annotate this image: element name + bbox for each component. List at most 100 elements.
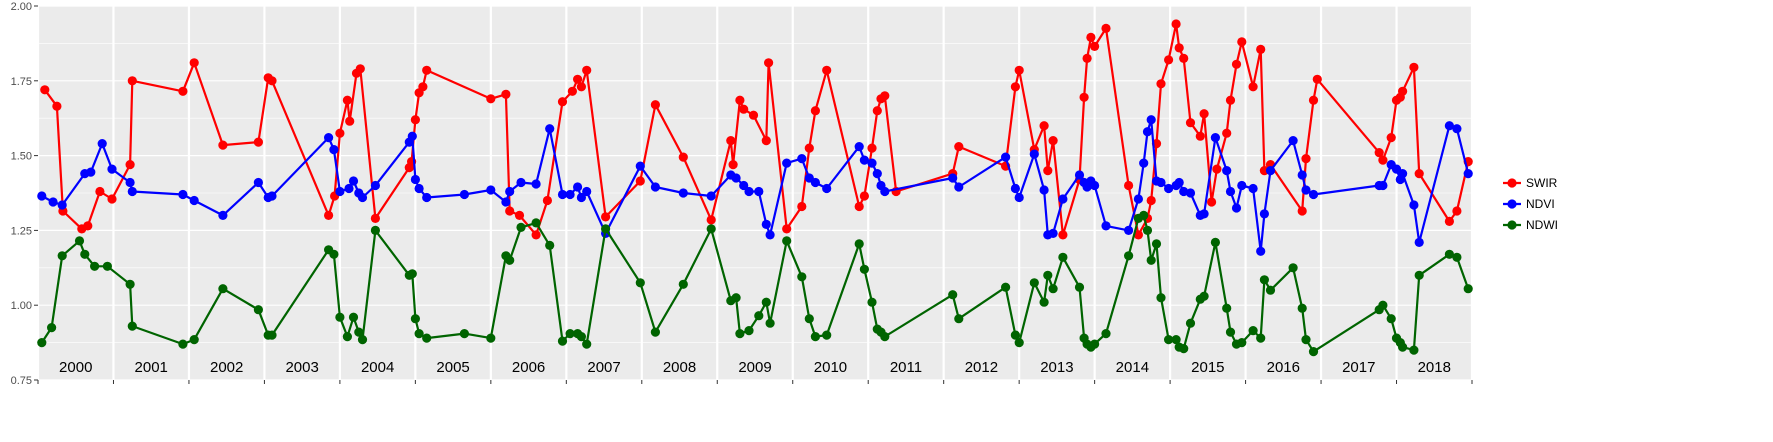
data-point-swir [678,152,688,162]
data-point-swir [422,65,432,75]
data-point-ndvi [565,189,575,200]
data-point-swir [370,213,380,223]
data-point-swir [125,160,135,170]
data-point-swir [576,82,587,92]
data-point-swir [1179,53,1189,64]
data-point-ndvi [1029,149,1039,159]
data-point-ndvi [1142,127,1153,137]
data-point-ndwi [1248,326,1258,336]
data-point-ndwi [1058,252,1068,262]
year-label: 2008 [663,359,696,376]
data-point-ndvi [754,186,764,197]
data-point-ndvi [125,177,135,188]
data-point-ndwi [706,224,716,234]
data-point-ndwi [731,293,741,303]
data-point-ndvi [954,182,964,192]
data-point-ndwi [1142,225,1153,235]
data-point-ndvi [178,189,188,200]
legend-dot [1507,199,1517,209]
data-point-ndvi [48,197,58,207]
data-point-swir [514,210,525,220]
data-point-ndvi [459,189,469,200]
series-ndwi [37,210,1473,357]
data-point-swir [1124,180,1134,191]
data-point-swir [822,65,832,75]
year-label: 2017 [1342,359,1375,376]
data-point-swir [761,136,771,146]
data-point-swir [1199,109,1209,119]
data-point-ndvi [324,133,334,143]
data-point-swir [531,230,541,240]
data-point-ndvi [1256,246,1266,256]
data-point-ndvi [1146,115,1156,125]
data-point-swir [253,137,263,147]
data-point-ndwi [1463,284,1473,294]
data-point-ndwi [1265,285,1276,295]
data-point-ndvi [370,180,380,191]
data-point-ndvi [810,177,821,188]
data-point-swir [954,142,964,152]
legend-label: SWIR [1526,176,1558,190]
data-point-swir [1043,166,1053,176]
year-label: 2001 [135,359,168,376]
data-point-swir [601,212,611,222]
data-point-ndwi [1301,335,1311,345]
data-point-swir [1185,118,1196,128]
data-point-ndwi [1156,293,1166,303]
data-point-ndvi [1001,152,1011,162]
data-point-swir [355,64,365,74]
data-point-ndwi [1171,335,1181,345]
data-point-swir [189,58,199,68]
data-point-swir [127,76,137,86]
data-point-ndwi [80,249,90,259]
data-point-ndwi [1039,297,1049,307]
data-point-swir [1133,230,1143,240]
data-point-ndvi [218,210,228,220]
data-point-ndwi [797,272,807,282]
data-point-ndwi [1378,300,1388,310]
data-point-ndvi [1090,180,1100,191]
data-point-swir [418,82,428,92]
year-label: 2014 [1116,359,1149,376]
data-point-ndvi [557,189,568,200]
data-point-swir [1010,82,1021,92]
data-point-ndvi [1139,158,1149,168]
data-point-ndvi [1463,169,1473,179]
data-point-ndwi [1409,345,1419,355]
data-point-ndvi [505,186,515,197]
data-point-ndwi [1398,342,1408,352]
data-point-ndvi [1288,136,1298,146]
data-point-ndvi [1398,169,1408,179]
data-point-ndwi [948,290,958,300]
data-point-swir [1225,95,1236,105]
data-point-ndvi [267,191,277,201]
data-point-swir [345,116,355,126]
data-point-ndwi [650,327,661,337]
series-layer [37,19,1473,357]
data-point-ndvi [761,219,771,229]
data-point-ndvi [1265,166,1276,176]
data-point-ndwi [1043,270,1053,280]
data-point-swir [1146,195,1156,206]
data-point-swir [880,91,890,101]
data-point-swir [218,140,228,150]
year-label: 2013 [1040,359,1073,376]
data-point-swir [1086,32,1096,43]
data-point-swir [735,95,745,105]
data-point-ndwi [678,279,688,289]
data-point-ndvi [57,200,67,210]
data-point-ndwi [125,279,135,289]
y-tick-label: 1.50 [11,151,32,163]
data-point-ndwi [422,333,432,343]
data-point-ndwi [1308,347,1319,357]
data-point-swir [1256,44,1266,55]
data-point-swir [872,106,882,116]
data-point-ndvi [37,191,47,201]
data-point-swir [557,97,568,107]
data-point-ndwi [735,329,745,339]
data-point-swir [410,115,420,125]
data-point-ndvi [1156,177,1166,188]
data-point-ndwi [782,236,792,246]
data-point-swir [706,215,716,225]
